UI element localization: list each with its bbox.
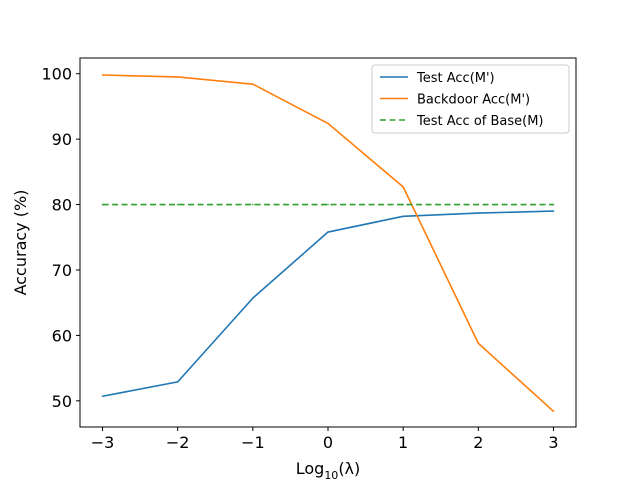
series-2-point-1 [101, 74, 104, 76]
x-tick-label: 3 [548, 433, 558, 452]
y-tick-label: 70 [52, 261, 72, 280]
y-tick-label: 90 [52, 130, 72, 149]
series-2-point-3 [252, 83, 254, 85]
x-tick-label: 1 [398, 433, 408, 452]
legend-label-2: Backdoor Acc(M') [417, 93, 530, 108]
series-3-point-5 [402, 203, 404, 206]
x-tick-label: −2 [166, 433, 190, 452]
series-1-point-7 [552, 210, 555, 212]
series-1-point-6 [477, 212, 480, 214]
x-axis: −3 −2 −1 0 1 2 3 [91, 427, 559, 452]
series-2-point-5 [402, 186, 404, 188]
legend-box [371, 64, 570, 134]
x-tick-label: −3 [91, 433, 115, 452]
series-1-point-1 [101, 395, 104, 398]
x-tick-label: −1 [241, 433, 265, 452]
legend: Test Acc(M') Backdoor Acc(M') Test Acc of … [371, 64, 570, 134]
legend-label-1: Test Acc(M') [416, 71, 495, 86]
x-tick-label: 0 [323, 433, 333, 452]
series-2-point-2 [176, 76, 179, 78]
y-tick-label: 80 [52, 196, 72, 215]
x-tick-label: 2 [473, 433, 483, 452]
series-3-point-6 [477, 203, 480, 206]
series-3-point-4 [327, 203, 329, 206]
y-axis-label: Accuracy (%) [11, 190, 30, 296]
series-line-1 [102, 210, 554, 398]
x-axis-label-argument: (λ) [338, 459, 360, 478]
series-3-point-3 [252, 203, 254, 206]
series-3-point-7 [552, 203, 555, 206]
y-tick-label: 100 [41, 65, 72, 84]
series-2-point-7 [552, 410, 555, 413]
series-1-point-3 [252, 297, 254, 299]
series-1-point-4 [327, 231, 329, 233]
y-tick-label: 50 [52, 392, 72, 411]
y-tick-label: 60 [52, 326, 72, 345]
series-3-point-1 [101, 203, 104, 206]
series-1-point-2 [176, 381, 179, 383]
y-axis: 50 60 70 80 90 100 [41, 65, 80, 411]
series-3-point-2 [176, 203, 179, 206]
legend-label-3: Test Acc of Base(M) [416, 114, 544, 129]
x-axis-label-base: Log [296, 459, 325, 478]
series-2-point-4 [327, 122, 329, 125]
x-axis-label-subscript: 10 [324, 469, 338, 480]
series-1-point-5 [402, 215, 404, 218]
series-2-point-6 [477, 342, 480, 345]
series-layer [101, 74, 555, 413]
x-axis-label: Log10(λ) [296, 459, 361, 480]
